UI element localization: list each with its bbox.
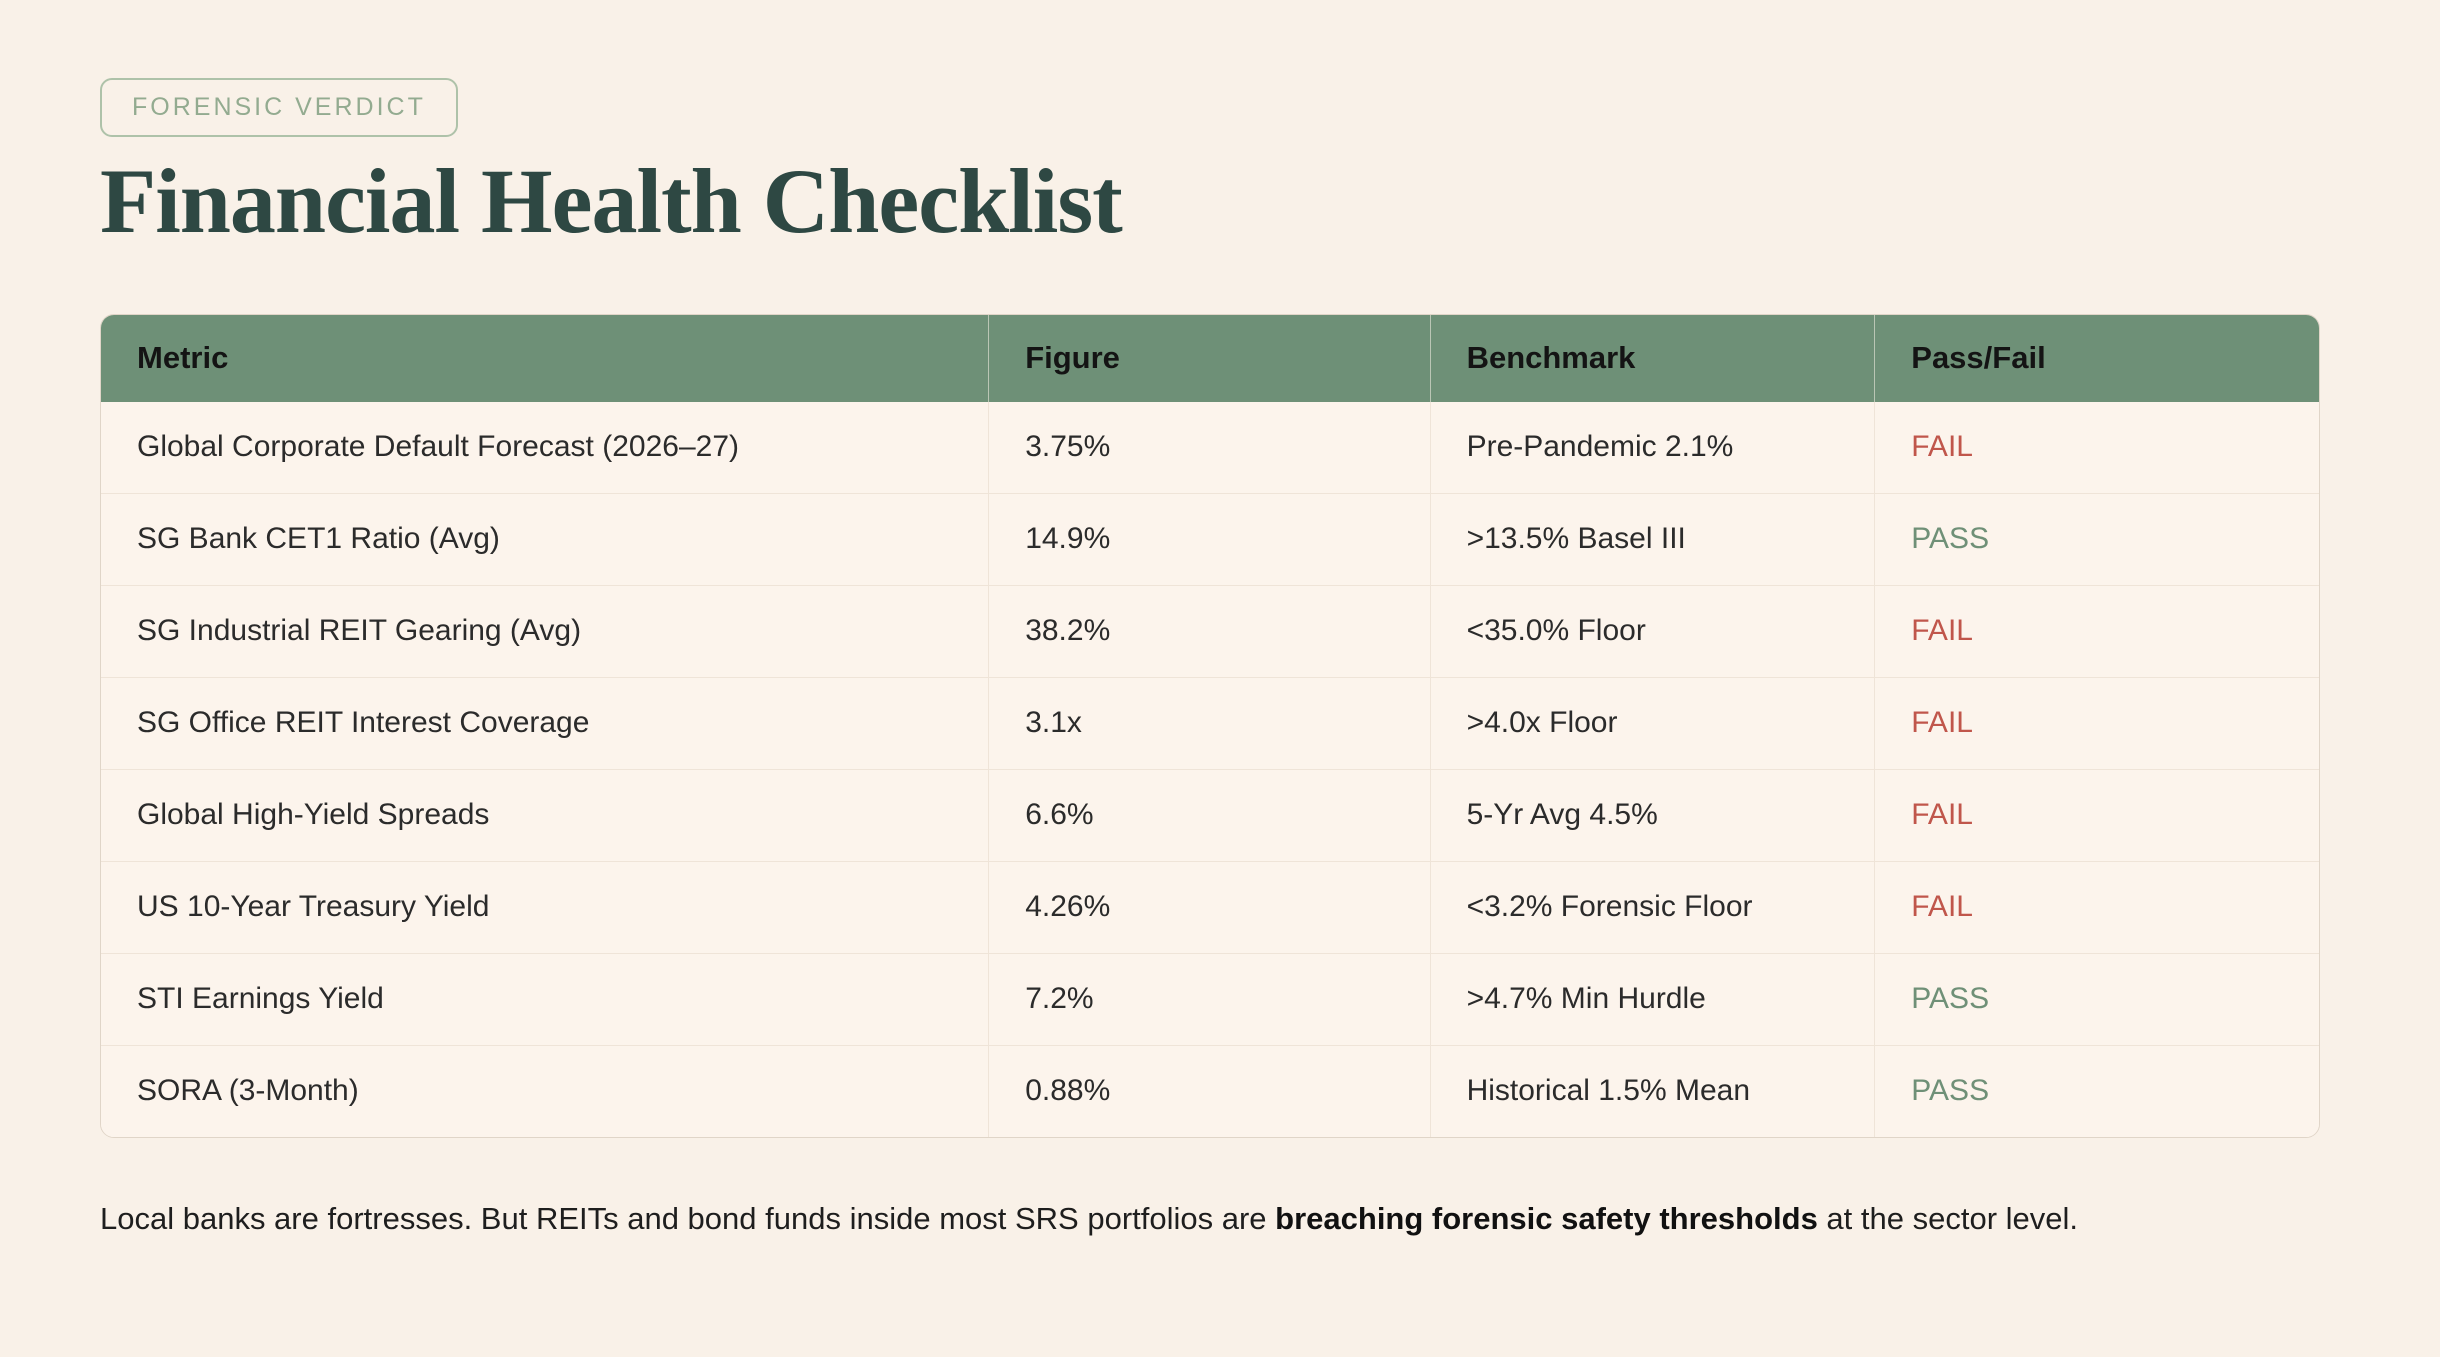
column-header-benchmark: Benchmark [1429,314,1875,402]
benchmark-cell: >4.0x Floor [1429,676,1875,769]
table-row: Global Corporate Default Forecast (2026–… [101,401,2319,493]
table-header: Metric Figure Benchmark Pass/Fail [101,314,2319,402]
metric-cell: SG Office REIT Interest Coverage [101,676,989,769]
passfail-value: PASS [1874,492,2319,585]
passfail-value: FAIL [1874,584,2319,677]
passfail-value: FAIL [1874,676,2319,769]
passfail-value: FAIL [1874,860,2319,953]
benchmark-cell: <3.2% Forensic Floor [1429,860,1875,953]
metric-cell: Global High-Yield Spreads [101,768,989,861]
page-title: Financial Health Checklist [100,150,1123,252]
badge-label: FORENSIC VERDICT [132,93,426,121]
table-row: STI Earnings Yield 7.2% >4.7% Min Hurdle… [101,952,2319,1045]
figure-cell: 3.1x [988,676,1430,769]
figure-cell: 0.88% [988,1044,1430,1137]
benchmark-cell: 5-Yr Avg 4.5% [1429,768,1875,861]
passfail-value: PASS [1874,952,2319,1045]
summary-text: Local banks are fortresses. But REITs an… [100,1194,2320,1244]
summary-text-bold: breaching forensic safety thresholds [1275,1200,1818,1236]
table-row: SG Office REIT Interest Coverage 3.1x >4… [101,676,2319,769]
financial-health-table: Metric Figure Benchmark Pass/Fail Global… [100,313,2320,1138]
figure-cell: 7.2% [988,952,1430,1045]
table-header-row: Metric Figure Benchmark Pass/Fail [101,314,2319,402]
benchmark-cell: <35.0% Floor [1429,584,1875,677]
column-header-passfail: Pass/Fail [1874,314,2319,402]
benchmark-cell: >13.5% Basel III [1429,492,1875,585]
passfail-value: PASS [1874,1044,2319,1137]
metric-cell: SG Industrial REIT Gearing (Avg) [101,584,989,677]
metric-cell: SG Bank CET1 Ratio (Avg) [101,492,989,585]
figure-cell: 4.26% [988,860,1430,953]
table-row: SG Bank CET1 Ratio (Avg) 14.9% >13.5% Ba… [101,492,2319,585]
metric-cell: Global Corporate Default Forecast (2026–… [101,401,989,493]
figure-cell: 6.6% [988,768,1430,861]
table-row: US 10-Year Treasury Yield 4.26% <3.2% Fo… [101,860,2319,953]
benchmark-cell: >4.7% Min Hurdle [1429,952,1875,1045]
figure-cell: 38.2% [988,584,1430,677]
forensic-verdict-badge: FORENSIC VERDICT [100,78,458,137]
benchmark-cell: Historical 1.5% Mean [1429,1044,1875,1137]
table-row: Global High-Yield Spreads 6.6% 5-Yr Avg … [101,768,2319,861]
summary-text-pre: Local banks are fortresses. But REITs an… [100,1200,1276,1236]
metric-cell: US 10-Year Treasury Yield [101,860,989,953]
column-header-figure: Figure [988,314,1430,402]
table-row: SORA (3-Month) 0.88% Historical 1.5% Mea… [101,1044,2319,1137]
figure-cell: 14.9% [988,492,1430,585]
column-header-metric: Metric [101,314,989,402]
metric-cell: SORA (3-Month) [101,1044,989,1137]
figure-cell: 3.75% [988,401,1430,493]
metric-cell: STI Earnings Yield [101,952,989,1045]
table-body: Global Corporate Default Forecast (2026–… [101,401,2319,1137]
summary-text-post: at the sector level. [1817,1200,2078,1236]
benchmark-cell: Pre-Pandemic 2.1% [1429,401,1875,493]
passfail-value: FAIL [1874,401,2319,493]
passfail-value: FAIL [1874,768,2319,861]
table-row: SG Industrial REIT Gearing (Avg) 38.2% <… [101,584,2319,677]
